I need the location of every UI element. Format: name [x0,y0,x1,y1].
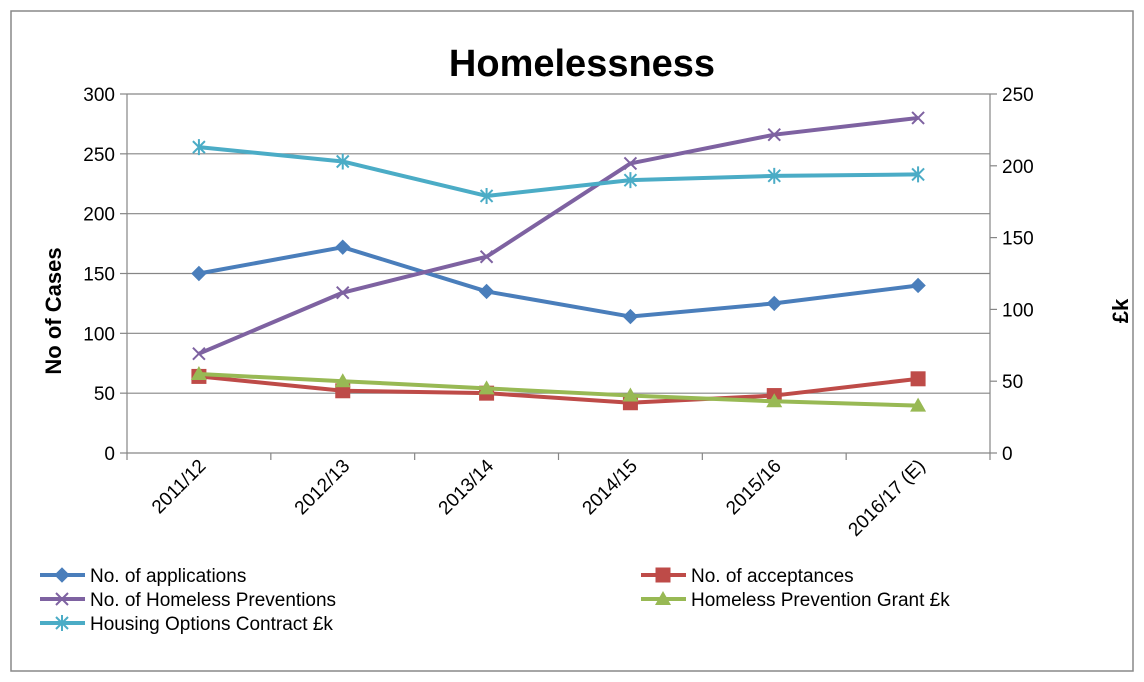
legend: No. of applications No. of acceptances No.… [40,566,950,635]
series-line [198,245,919,319]
y2-tick-label: 50 [1002,372,1023,393]
legend-swatch-marker [54,567,70,583]
data-point [911,111,925,125]
data-point [479,187,494,204]
data-point [334,373,351,388]
legend-swatch-marker [655,567,671,583]
data-point [623,156,638,171]
data-series [190,111,927,412]
y2-tick-label: 150 [1002,229,1034,250]
y-tick-label: 150 [83,265,115,286]
series-0 [191,239,926,325]
legend-item: No. of acceptances [641,566,854,587]
series-4 [192,139,925,204]
y2-axis-title: £k [1108,298,1133,323]
series-3 [190,366,927,412]
y2-tick-label: 0 [1002,444,1013,465]
y2-tick-label: 250 [1002,85,1034,106]
series-2 [192,111,925,361]
data-point [336,153,350,170]
y-tick-label: 300 [83,85,115,106]
legend-item: No. of Homeless Preventions [40,590,336,611]
y2-tick-label: 100 [1002,300,1034,321]
series-line [198,145,919,198]
legend-label: No. of applications [90,566,246,587]
data-point [622,387,639,402]
legend-label: No. of Homeless Preventions [90,590,336,611]
series-line [198,115,919,356]
data-point [192,139,206,156]
data-point [335,239,351,255]
legend-item: No. of applications [40,566,246,587]
data-point [622,308,639,325]
y2-tick-label: 200 [1002,157,1034,178]
data-point [910,371,926,387]
data-point [766,393,783,408]
axes [120,93,997,460]
data-point [192,346,206,361]
data-point [478,283,495,300]
data-point [478,380,495,395]
data-point [766,295,782,312]
data-point [767,167,781,184]
y-tick-label: 250 [83,145,115,166]
data-point [910,277,926,294]
legend-swatch-marker [55,592,69,606]
legend-swatch-marker [55,615,69,631]
data-point [623,172,638,189]
chart-title: Homelessness [449,43,715,85]
legend-label: Housing Options Contract £k [90,614,333,635]
chart-border [10,10,1134,672]
data-point [190,366,207,381]
legend-label: No. of acceptances [691,566,854,587]
data-point [479,250,494,264]
data-point [191,265,207,282]
legend-item: Housing Options Contract £k [40,614,333,635]
y-tick-label: 100 [83,324,115,345]
y-tick-label: 50 [94,384,115,405]
data-point [910,397,927,412]
data-point [767,127,781,142]
y-tick-label: 200 [83,205,115,226]
data-point [336,285,350,300]
legend-label: Homeless Prevention Grant £k [691,590,950,611]
series-line [198,372,919,408]
y-axis-title: No of Cases [41,247,66,374]
y-tick-label: 0 [104,444,115,465]
data-point [911,166,925,183]
series-line [198,374,919,405]
legend-swatch-marker [655,591,671,605]
legend-item: Homeless Prevention Grant £k [641,590,950,611]
